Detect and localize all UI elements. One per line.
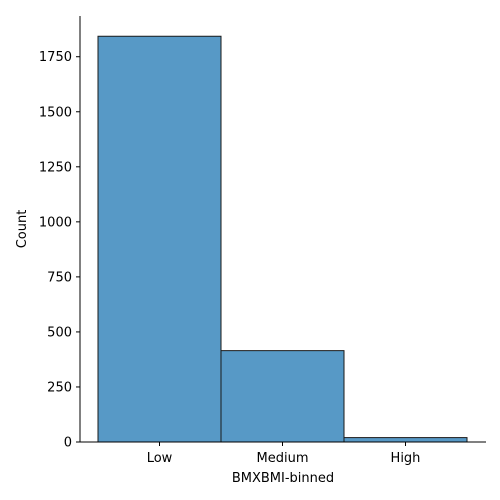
- y-tick-label: 1250: [39, 160, 72, 175]
- bars-group: [97, 35, 468, 443]
- bar-low: [97, 35, 222, 443]
- y-tick-label: 1500: [39, 105, 72, 120]
- x-axis-label: BMXBMI-binned: [232, 471, 334, 486]
- y-axis-label: Count: [15, 210, 30, 249]
- bar-medium: [220, 350, 345, 443]
- x-tick-label: Medium: [257, 451, 309, 466]
- x-tick-label: Low: [147, 451, 173, 466]
- y-tick-label: 1000: [39, 215, 72, 230]
- y-tick-label: 750: [47, 270, 72, 285]
- y-tick-label: 250: [47, 380, 72, 395]
- x-axis: Low Medium High: [80, 441, 486, 466]
- y-tick-label: 1750: [39, 50, 72, 65]
- y-tick-label: 500: [47, 325, 72, 340]
- y-axis: 0 250 500 750 1000 1250 1500 1750: [39, 16, 81, 451]
- bar-high: [343, 437, 468, 443]
- y-tick-label: 0: [64, 436, 72, 451]
- x-tick-label: High: [391, 451, 421, 466]
